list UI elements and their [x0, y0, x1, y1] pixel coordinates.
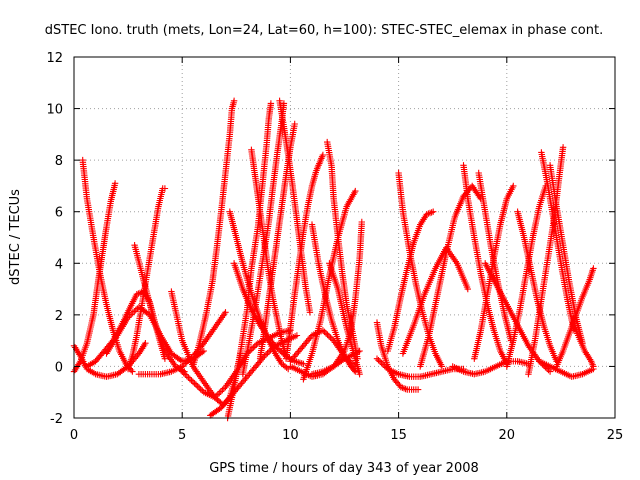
x-tick-label: 10 [282, 428, 299, 443]
data-marks [70, 97, 597, 422]
series-markers [503, 182, 549, 370]
series-39 [503, 182, 549, 370]
series-42 [538, 149, 578, 334]
series-markers [395, 169, 446, 370]
series-43 [546, 162, 586, 347]
series-20 [282, 151, 327, 362]
series-markers [546, 162, 586, 347]
plot-frame [73, 56, 616, 419]
series-24 [324, 138, 361, 362]
series-46 [568, 316, 597, 370]
series-markers [514, 208, 560, 365]
y-tick-label: -2 [50, 412, 63, 427]
x-tick-label: 15 [390, 428, 407, 443]
series-40 [514, 208, 560, 365]
series-markers [373, 319, 422, 393]
x-tick-label: 5 [178, 428, 186, 443]
series-markers [324, 138, 361, 362]
series-markers [536, 358, 597, 380]
x-tick-label: 20 [499, 428, 516, 443]
series-markers [553, 265, 597, 370]
series-23 [308, 221, 359, 375]
series-markers [79, 156, 136, 375]
series-10 [189, 97, 238, 370]
series-28 [373, 319, 422, 393]
series-31 [395, 169, 446, 370]
series-markers [568, 316, 597, 370]
series-17 [239, 100, 288, 378]
series-markers [538, 149, 578, 334]
y-tick-label: 12 [46, 51, 63, 66]
series-34 [449, 358, 532, 378]
axis-ticks: 0 5 10 15 20 25 -2 0 2 4 6 8 10 12 [46, 51, 623, 443]
x-axis-label: GPS time / hours of day 343 of year 2008 [209, 461, 479, 476]
series-markers [131, 242, 188, 375]
series-7 [131, 242, 188, 375]
series-44 [553, 265, 597, 370]
y-tick-label: 4 [55, 257, 63, 272]
series-markers [282, 151, 327, 362]
x-tick-label: 25 [607, 428, 624, 443]
series-markers [239, 100, 288, 378]
series-2 [79, 156, 136, 375]
x-tick-label: 0 [70, 428, 78, 443]
y-tick-label: 8 [55, 154, 63, 169]
series-markers [417, 182, 484, 370]
series-markers [308, 221, 359, 375]
y-tick-label: 10 [46, 103, 63, 118]
y-tick-label: 0 [55, 360, 63, 375]
series-33 [417, 182, 484, 370]
series-markers [449, 358, 532, 378]
series-27 [287, 347, 363, 380]
series-markers [189, 97, 238, 370]
y-tick-label: 2 [55, 309, 63, 324]
y-axis-label: dSTEC / TECUs [8, 189, 23, 285]
chart-title: dSTEC Iono. truth (mets, Lon=24, Lat=60,… [45, 23, 603, 38]
series-markers [287, 347, 363, 380]
series-45 [536, 358, 597, 380]
y-tick-label: 6 [55, 206, 63, 221]
